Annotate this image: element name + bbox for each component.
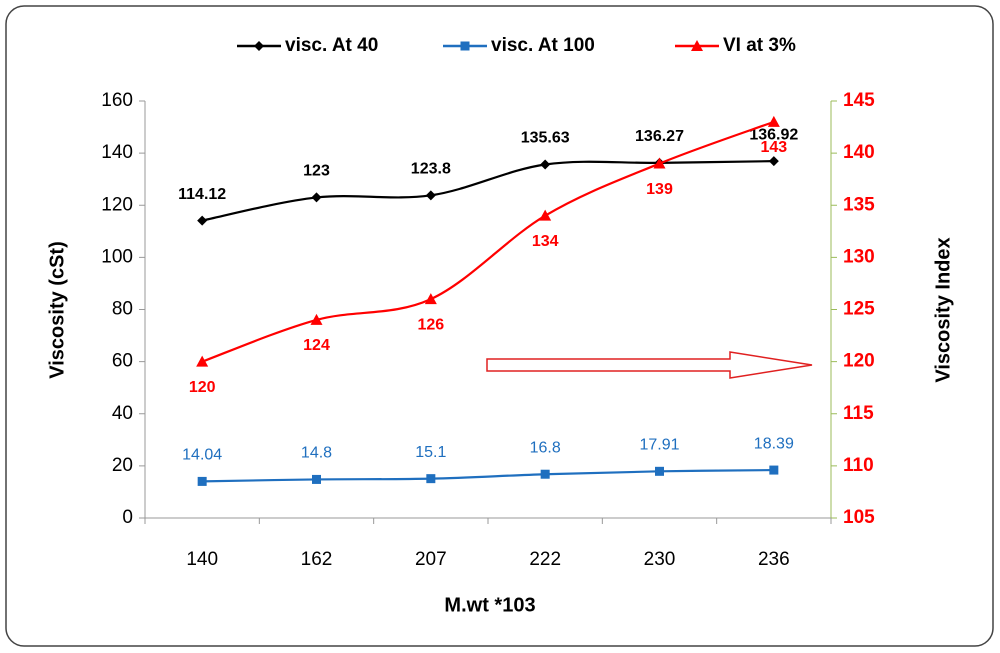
- y-tick-label: 40: [112, 403, 133, 424]
- y-tick-label: 100: [101, 246, 133, 267]
- y2-axis-label: Viscosity Index: [932, 237, 954, 382]
- marker: [425, 190, 436, 201]
- x-axis-label: M.wt *103: [444, 594, 535, 616]
- marker: [197, 476, 207, 486]
- chart-frame: [5, 5, 994, 647]
- y-tick-label: 60: [112, 351, 133, 372]
- y2-tick-label: 130: [843, 246, 875, 267]
- line: [202, 468, 774, 483]
- legend-label: visc. At 40: [285, 35, 378, 56]
- marker: [767, 115, 780, 127]
- y-axis-label: Viscosity (cSt): [46, 241, 68, 378]
- data-label: 123.8: [411, 161, 451, 178]
- x-tick-label: 207: [415, 549, 447, 570]
- arrow: [486, 351, 813, 379]
- marker: [460, 41, 470, 51]
- y-tick-label: 160: [101, 90, 133, 111]
- marker: [310, 313, 323, 325]
- y2-tick-label: 115: [843, 403, 874, 424]
- y2-tick-label: 135: [843, 194, 875, 215]
- marker: [540, 469, 550, 479]
- y-tick-label: 80: [112, 299, 133, 320]
- marker: [653, 157, 666, 169]
- marker: [540, 159, 551, 170]
- marker: [655, 466, 664, 476]
- data-label: 123: [303, 163, 330, 180]
- data-label: 126: [417, 316, 444, 333]
- y2-tick-label: 140: [843, 142, 875, 163]
- marker: [424, 293, 437, 305]
- line: [201, 160, 774, 222]
- x-tick-label: 162: [301, 549, 333, 570]
- data-label: 16.8: [530, 439, 561, 456]
- y-tick-label: 0: [122, 507, 133, 528]
- data-label: 143: [760, 139, 787, 156]
- x-tick-label: 140: [186, 549, 218, 570]
- marker: [768, 156, 779, 167]
- marker: [197, 215, 208, 226]
- data-label: 124: [303, 337, 330, 354]
- data-label: 17.91: [639, 437, 679, 454]
- marker: [539, 209, 552, 221]
- y-tick-label: 20: [112, 455, 133, 476]
- data-label: 135.63: [521, 130, 570, 147]
- x-tick-label: 222: [529, 549, 561, 570]
- data-label: 139: [646, 181, 673, 198]
- data-label: 114.12: [178, 186, 226, 203]
- y2-tick-label: 120: [843, 351, 875, 372]
- data-label: 14.8: [301, 445, 332, 462]
- marker: [426, 474, 436, 484]
- legend-label: visc. At 100: [491, 35, 595, 56]
- x-tick-label: 236: [758, 549, 790, 570]
- legend-label: VI at 3%: [723, 35, 796, 56]
- y-tick-label: 140: [101, 142, 133, 163]
- data-label: 134: [532, 233, 559, 250]
- data-label: 18.39: [754, 435, 794, 452]
- data-label: 15.1: [415, 444, 446, 461]
- marker: [254, 41, 264, 51]
- line: [201, 120, 775, 363]
- marker: [311, 192, 322, 203]
- y2-tick-label: 125: [843, 299, 875, 320]
- x-tick-label: 230: [644, 549, 676, 570]
- marker: [196, 355, 209, 367]
- data-label: 14.04: [182, 447, 222, 464]
- data-label: 136.27: [635, 128, 684, 145]
- marker: [312, 474, 321, 484]
- data-label: 136.92: [749, 126, 798, 143]
- marker: [691, 40, 703, 51]
- y-tick-label: 120: [101, 194, 133, 215]
- y2-tick-label: 145: [843, 90, 875, 111]
- data-label: 120: [189, 379, 216, 396]
- y2-tick-label: 110: [843, 455, 874, 476]
- marker: [769, 465, 779, 475]
- y2-tick-label: 105: [843, 507, 875, 528]
